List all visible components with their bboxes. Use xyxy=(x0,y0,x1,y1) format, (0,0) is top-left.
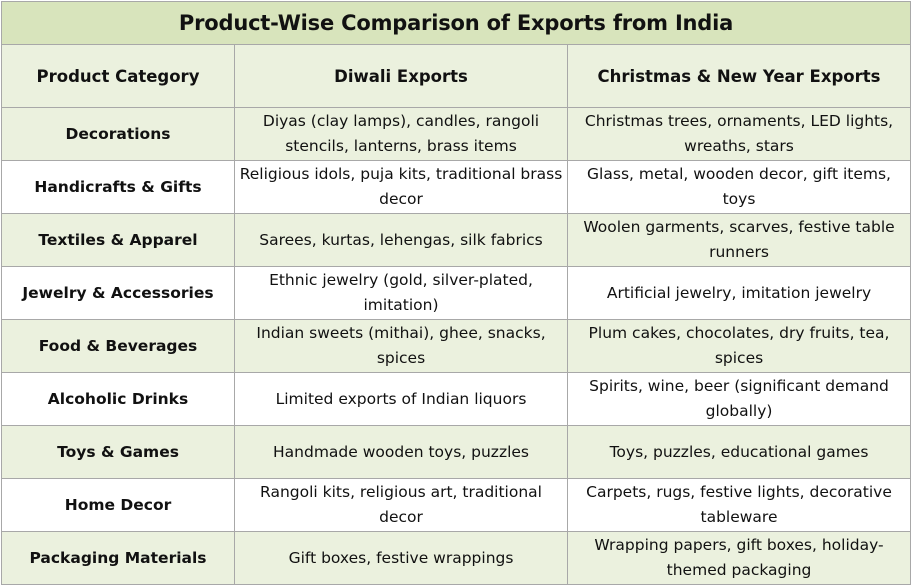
diwali-cell[interactable]: Handmade wooden toys, puzzles xyxy=(234,425,568,479)
header-christmas-exports[interactable]: Christmas & New Year Exports xyxy=(566,44,911,108)
diwali-cell[interactable]: Ethnic jewelry (gold, silver-plated, imi… xyxy=(234,266,568,320)
table-row: Handicrafts & Gifts Religious idols, puj… xyxy=(1,160,911,214)
table-row: Decorations Diyas (clay lamps), candles,… xyxy=(1,107,911,161)
category-cell[interactable]: Food & Beverages xyxy=(1,319,235,373)
table-row: Packaging Materials Gift boxes, festive … xyxy=(1,531,911,585)
diwali-cell[interactable]: Indian sweets (mithai), ghee, snacks, sp… xyxy=(234,319,568,373)
title-row: Product-Wise Comparison of Exports from … xyxy=(0,1,911,45)
diwali-cell[interactable]: Religious idols, puja kits, traditional … xyxy=(234,160,568,214)
christmas-cell[interactable]: Carpets, rugs, festive lights, decorativ… xyxy=(566,478,911,532)
diwali-cell[interactable]: Diyas (clay lamps), candles, rangoli ste… xyxy=(234,107,568,161)
table-row: Jewelry & Accessories Ethnic jewelry (go… xyxy=(1,266,911,320)
christmas-cell[interactable]: Christmas trees, ornaments, LED lights, … xyxy=(566,107,911,161)
table-row: Food & Beverages Indian sweets (mithai),… xyxy=(1,319,911,373)
christmas-cell[interactable]: Spirits, wine, beer (significant demand … xyxy=(566,372,911,426)
category-cell[interactable]: Handicrafts & Gifts xyxy=(1,160,235,214)
category-cell[interactable]: Home Decor xyxy=(1,478,235,532)
christmas-cell[interactable]: Artificial jewelry, imitation jewelry xyxy=(566,266,911,320)
christmas-cell[interactable]: Woolen garments, scarves, festive table … xyxy=(566,213,911,267)
category-cell[interactable]: Decorations xyxy=(1,107,235,161)
category-cell[interactable]: Jewelry & Accessories xyxy=(1,266,235,320)
category-cell[interactable]: Toys & Games xyxy=(1,425,235,479)
table-row: Toys & Games Handmade wooden toys, puzzl… xyxy=(1,425,911,479)
diwali-cell[interactable]: Limited exports of Indian liquors xyxy=(234,372,568,426)
category-cell[interactable]: Alcoholic Drinks xyxy=(1,372,235,426)
header-row: Product Category Diwali Exports Christma… xyxy=(1,44,911,108)
table-row: Textiles & Apparel Sarees, kurtas, lehen… xyxy=(1,213,911,267)
christmas-cell[interactable]: Plum cakes, chocolates, dry fruits, tea,… xyxy=(566,319,911,373)
christmas-cell[interactable]: Wrapping papers, gift boxes, holiday-the… xyxy=(566,531,911,585)
category-cell[interactable]: Textiles & Apparel xyxy=(1,213,235,267)
diwali-cell[interactable]: Sarees, kurtas, lehengas, silk fabrics xyxy=(234,213,568,267)
table-title[interactable]: Product-Wise Comparison of Exports from … xyxy=(0,1,911,45)
category-cell[interactable]: Packaging Materials xyxy=(1,531,235,585)
christmas-cell[interactable]: Glass, metal, wooden decor, gift items, … xyxy=(566,160,911,214)
table-row: Home Decor Rangoli kits, religious art, … xyxy=(1,478,911,532)
header-diwali-exports[interactable]: Diwali Exports xyxy=(234,44,568,108)
table-row: Alcoholic Drinks Limited exports of Indi… xyxy=(1,372,911,426)
diwali-cell[interactable]: Rangoli kits, religious art, traditional… xyxy=(234,478,568,532)
diwali-cell[interactable]: Gift boxes, festive wrappings xyxy=(234,531,568,585)
christmas-cell[interactable]: Toys, puzzles, educational games xyxy=(566,425,911,479)
header-product-category[interactable]: Product Category xyxy=(1,44,235,108)
